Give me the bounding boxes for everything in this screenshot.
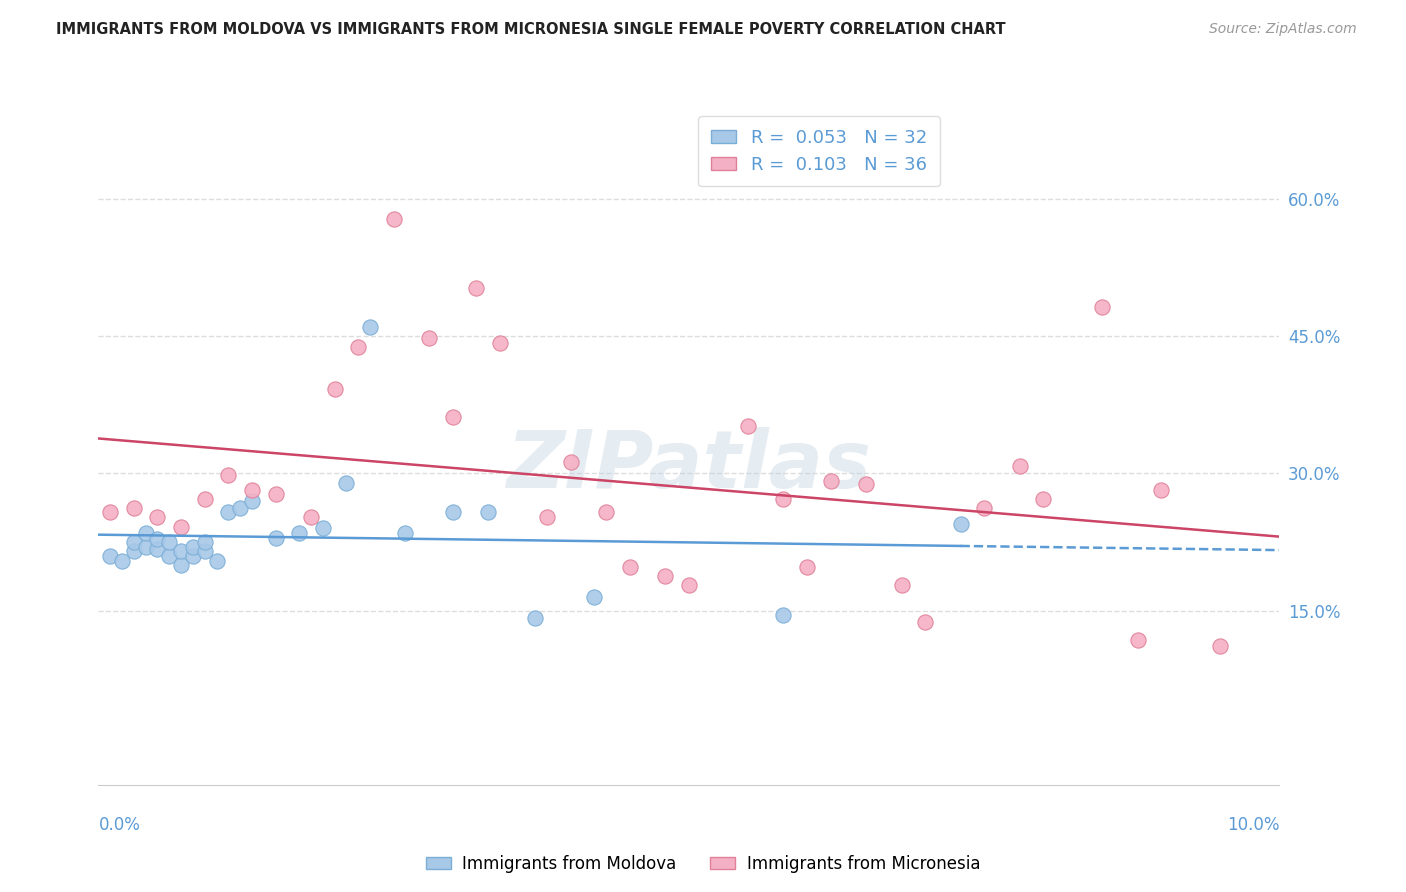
- Point: [240, 494, 263, 508]
- Point: [359, 319, 381, 334]
- Point: [441, 505, 464, 519]
- Text: 0.0%: 0.0%: [98, 816, 141, 834]
- Point: [229, 501, 252, 516]
- Point: [146, 533, 169, 547]
- Point: [465, 281, 488, 295]
- Point: [122, 544, 145, 558]
- Point: [170, 544, 193, 558]
- Point: [264, 486, 287, 500]
- Point: [949, 516, 972, 531]
- Point: [135, 526, 157, 541]
- Point: [678, 578, 700, 592]
- Point: [288, 526, 311, 541]
- Point: [796, 560, 818, 574]
- Point: [323, 382, 346, 396]
- Point: [418, 331, 440, 345]
- Point: [595, 505, 617, 519]
- Point: [135, 540, 157, 554]
- Text: Source: ZipAtlas.com: Source: ZipAtlas.com: [1209, 22, 1357, 37]
- Point: [394, 526, 416, 541]
- Point: [347, 340, 370, 354]
- Text: ZIPatlas: ZIPatlas: [506, 427, 872, 506]
- Point: [820, 474, 842, 488]
- Point: [973, 501, 995, 516]
- Point: [111, 553, 134, 567]
- Text: 10.0%: 10.0%: [1227, 816, 1279, 834]
- Point: [489, 336, 512, 351]
- Point: [536, 510, 558, 524]
- Point: [772, 492, 794, 507]
- Point: [1008, 459, 1031, 474]
- Text: IMMIGRANTS FROM MOLDOVA VS IMMIGRANTS FROM MICRONESIA SINGLE FEMALE POVERTY CORR: IMMIGRANTS FROM MOLDOVA VS IMMIGRANTS FR…: [56, 22, 1005, 37]
- Point: [312, 521, 335, 535]
- Point: [583, 590, 606, 604]
- Point: [157, 535, 180, 549]
- Point: [299, 510, 322, 524]
- Point: [382, 211, 405, 226]
- Point: [157, 549, 180, 563]
- Point: [205, 553, 228, 567]
- Point: [524, 611, 547, 625]
- Point: [654, 569, 676, 583]
- Legend: Immigrants from Moldova, Immigrants from Micronesia: Immigrants from Moldova, Immigrants from…: [419, 848, 987, 880]
- Point: [619, 560, 641, 574]
- Point: [194, 492, 217, 507]
- Point: [477, 505, 499, 519]
- Point: [890, 578, 912, 592]
- Point: [335, 475, 357, 490]
- Point: [217, 468, 239, 483]
- Point: [181, 549, 204, 563]
- Point: [98, 505, 121, 519]
- Point: [1150, 483, 1173, 497]
- Point: [1091, 300, 1114, 314]
- Point: [737, 418, 759, 433]
- Point: [194, 535, 217, 549]
- Point: [264, 531, 287, 545]
- Point: [181, 540, 204, 554]
- Point: [1032, 492, 1054, 507]
- Point: [240, 483, 263, 497]
- Point: [170, 519, 193, 533]
- Point: [146, 541, 169, 556]
- Point: [914, 615, 936, 629]
- Point: [122, 535, 145, 549]
- Point: [194, 544, 217, 558]
- Point: [1209, 639, 1232, 653]
- Point: [560, 455, 582, 469]
- Point: [146, 510, 169, 524]
- Point: [441, 409, 464, 424]
- Point: [98, 549, 121, 563]
- Point: [855, 477, 877, 491]
- Point: [217, 505, 239, 519]
- Point: [772, 608, 794, 623]
- Legend: R =  0.053   N = 32, R =  0.103   N = 36: R = 0.053 N = 32, R = 0.103 N = 36: [699, 116, 939, 186]
- Point: [170, 558, 193, 573]
- Point: [122, 501, 145, 516]
- Point: [1126, 633, 1149, 648]
